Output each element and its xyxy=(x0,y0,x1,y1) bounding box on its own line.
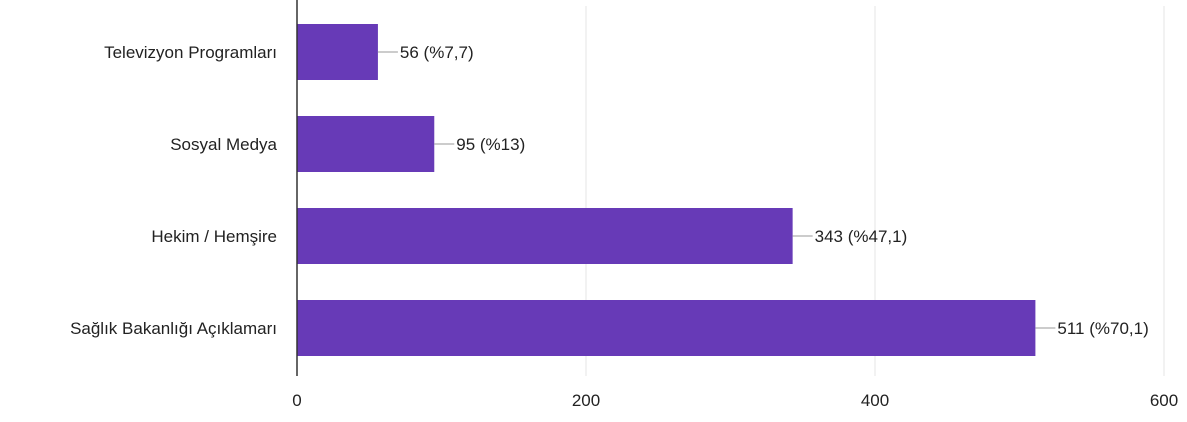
data-label: 343 (%47,1) xyxy=(815,227,908,246)
data-label: 95 (%13) xyxy=(456,135,525,154)
x-tick-label: 200 xyxy=(572,391,600,410)
data-labels: 56 (%7,7) 95 (%13) 343 (%47,1) 511 (%70,1) xyxy=(377,43,1149,338)
bar xyxy=(297,208,793,264)
category-label: Sosyal Medya xyxy=(170,135,277,154)
data-label: 511 (%70,1) xyxy=(1057,319,1148,338)
category-label: Televizyon Programları xyxy=(104,43,277,62)
data-label: 56 (%7,7) xyxy=(400,43,474,62)
x-tick-label: 600 xyxy=(1150,391,1178,410)
bars xyxy=(297,24,1036,356)
x-tick-label: 400 xyxy=(861,391,889,410)
category-label: Sağlık Bakanlığı Açıklamarı xyxy=(70,319,277,338)
category-labels: Televizyon Programları Sosyal Medya Hekim … xyxy=(70,43,277,338)
x-tick-labels: 0 200 400 600 xyxy=(292,391,1178,410)
bar xyxy=(297,24,378,80)
category-label: Hekim / Hemşire xyxy=(151,227,277,246)
bar xyxy=(297,116,435,172)
x-tick-label: 0 xyxy=(292,391,301,410)
bar xyxy=(297,300,1036,356)
